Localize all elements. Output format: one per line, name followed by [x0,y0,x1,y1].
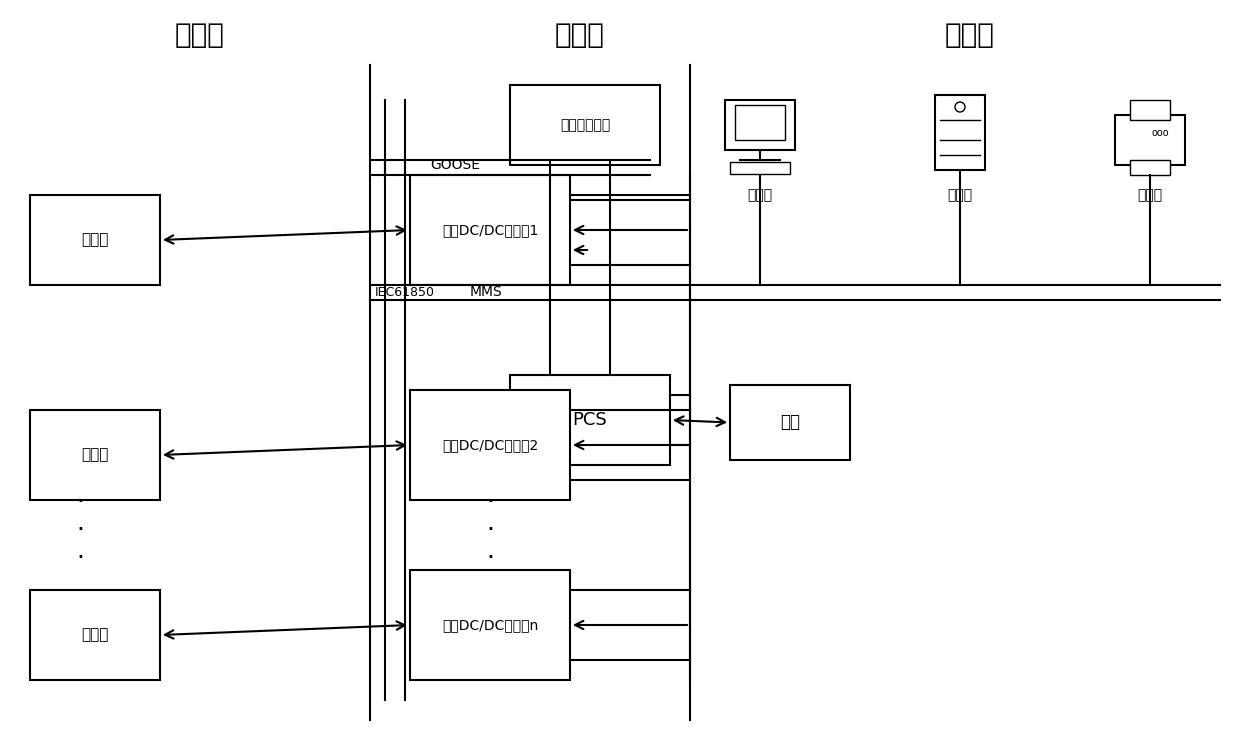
Text: ooo: ooo [1151,128,1169,138]
Text: MMS: MMS [470,285,502,299]
Text: 过程层: 过程层 [175,21,224,49]
Bar [730,385,849,460]
Bar [410,175,570,285]
Bar [510,85,660,165]
Text: 打印机: 打印机 [1137,188,1163,202]
Text: 电池族: 电池族 [82,232,109,248]
Bar [725,100,795,150]
Text: 双向DC/DC转换全2: 双向DC/DC转换全2 [441,438,538,452]
Bar [410,570,570,680]
Bar [30,590,160,680]
Bar [1130,100,1171,120]
Text: 工作站: 工作站 [748,188,773,202]
Text: GOOSE: GOOSE [430,158,480,172]
Bar [1130,160,1171,175]
Text: 电池族: 电池族 [82,448,109,463]
Bar [510,375,670,465]
Text: IEC61850: IEC61850 [374,285,435,298]
Text: 站控层: 站控层 [945,21,994,49]
Text: 电池族: 电池族 [82,627,109,643]
Bar [30,195,160,285]
Bar [730,162,790,174]
Text: 双向DC/DC转换器n: 双向DC/DC转换器n [441,618,538,632]
Text: 电网: 电网 [780,413,800,432]
Bar [410,390,570,500]
Text: PCS: PCS [573,411,608,429]
Bar [935,95,985,170]
Text: ·
·
·: · · · [76,490,84,570]
Bar [30,410,160,500]
Text: 储能接入终端: 储能接入终端 [560,118,610,132]
Text: ·
·
·: · · · [486,490,494,570]
Text: 双向DC/DC转换全1: 双向DC/DC转换全1 [441,223,538,237]
Bar [1115,115,1185,165]
Text: 间隔层: 间隔层 [556,21,605,49]
Bar [735,105,785,140]
Text: 务务器: 务务器 [947,188,972,202]
